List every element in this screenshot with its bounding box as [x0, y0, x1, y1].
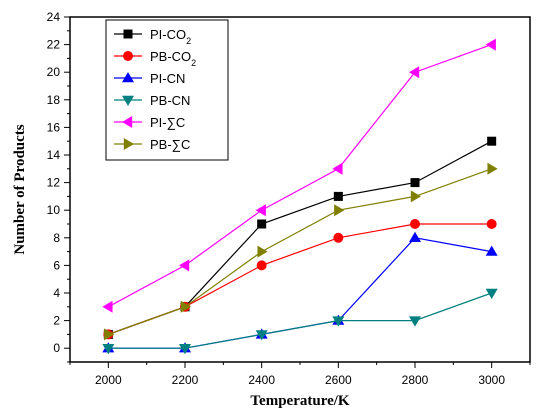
data-point: [334, 204, 345, 217]
data-point: [487, 162, 498, 175]
series-5: [104, 162, 498, 341]
y-tick-label: 20: [47, 65, 61, 79]
y-tick-label: 2: [53, 314, 60, 328]
data-point: [179, 259, 190, 272]
legend-entry: PB-CN: [114, 93, 190, 108]
x-axis-title: Temperature/K: [250, 393, 349, 409]
data-point: [255, 330, 268, 341]
y-tick-label: 24: [47, 10, 61, 24]
legend-entry: PB-CO2: [114, 49, 196, 68]
x-tick-label: 2400: [248, 373, 275, 387]
axis-ticks: 2000 2200 2400 2600 2800 30000246810121416182…: [47, 10, 531, 387]
legend-entry: PI-CN: [114, 71, 185, 86]
data-point: [485, 245, 498, 256]
data-point: [102, 344, 115, 355]
legend-entry: PI-∑C: [114, 115, 185, 130]
series-line: [108, 140, 492, 335]
legend-marker: [122, 72, 134, 83]
series-2: [102, 231, 498, 353]
data-point: [332, 162, 343, 175]
data-point: [255, 204, 266, 217]
series-4: [102, 38, 496, 313]
legend-label: PI-CN: [150, 71, 185, 86]
legend-marker: [123, 138, 134, 150]
data-point: [410, 178, 420, 188]
data-point: [409, 231, 421, 242]
series-line: [108, 168, 492, 335]
data-point: [257, 245, 268, 258]
legend-label-text: PI-CN: [150, 71, 185, 86]
legend-label-subscript: 2: [191, 58, 196, 68]
legend-marker: [122, 116, 133, 128]
y-tick-label: 18: [47, 93, 61, 107]
legend-label-text: PI-CO: [150, 27, 186, 42]
legend-box: [105, 19, 229, 161]
data-point: [333, 191, 343, 201]
data-point: [104, 328, 115, 341]
series-line: [108, 237, 492, 349]
legend-label: PI-CO2: [150, 27, 191, 46]
legend-label-text: PI-∑C: [150, 115, 185, 130]
data-point: [485, 38, 496, 51]
data-point: [332, 316, 345, 327]
legend-label-text: PB-CN: [150, 93, 190, 108]
x-tick-label: 2200: [172, 373, 199, 387]
series-3: [102, 288, 498, 355]
data-point: [410, 190, 421, 203]
data-point: [409, 66, 420, 79]
series-1: [103, 219, 497, 340]
legend-label-subscript: 2: [186, 36, 191, 46]
data-point: [256, 260, 267, 271]
data-point: [410, 219, 420, 229]
legend-label: PI-∑C: [150, 115, 185, 130]
y-tick-label: 6: [53, 258, 60, 272]
y-tick-label: 16: [47, 120, 61, 134]
y-tick-label: 0: [53, 341, 60, 355]
data-point: [487, 136, 497, 146]
data-point: [180, 300, 191, 313]
x-tick-label: 2600: [325, 373, 352, 387]
legend-label-text: PB-CO: [150, 49, 191, 64]
data-point: [333, 232, 344, 243]
y-tick-label: 22: [47, 38, 61, 52]
y-tick-label: 14: [47, 148, 61, 162]
series-line: [108, 44, 492, 308]
y-tick-label: 8: [53, 231, 60, 245]
legend-entry: PI-CO2: [114, 27, 191, 46]
series-line: [108, 292, 492, 349]
data-point: [257, 219, 267, 229]
series-0: [103, 136, 497, 339]
data-point: [409, 316, 421, 327]
x-tick-label: 2800: [402, 373, 429, 387]
legend-label: PB-CN: [150, 93, 190, 108]
data-point: [485, 288, 498, 299]
x-tick-label: 2000: [95, 373, 122, 387]
x-tick-label: 3000: [478, 373, 505, 387]
y-axis-title: Number of Products: [12, 124, 28, 254]
data-point: [486, 219, 497, 229]
data-point: [102, 300, 113, 313]
legend-marker: [122, 95, 134, 106]
legend-entry: PB-∑C: [114, 137, 190, 152]
data-point: [179, 344, 191, 355]
y-tick-label: 12: [47, 176, 61, 190]
legend-marker: [123, 51, 133, 61]
legend-label: PB-CO2: [150, 49, 196, 68]
series-layer: [102, 38, 498, 355]
legend-marker: [123, 29, 133, 39]
series-line: [108, 223, 492, 335]
y-tick-label: 4: [53, 286, 60, 300]
legend-label: PB-∑C: [150, 137, 190, 152]
legend-label-text: PB-∑C: [150, 137, 190, 152]
y-tick-label: 10: [47, 203, 61, 217]
